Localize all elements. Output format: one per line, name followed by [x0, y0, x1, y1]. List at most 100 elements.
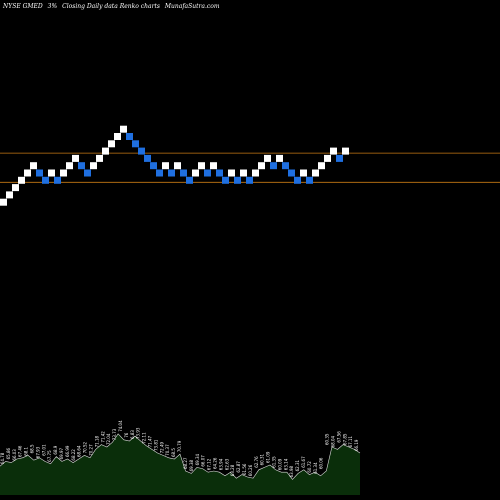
renko-brick-up [108, 140, 115, 148]
volume-label: 70.37 [165, 444, 170, 456]
volume-label: 70.52 [83, 441, 88, 453]
volume-label: 72.11 [142, 432, 147, 444]
volume-label: 69.38 [189, 459, 194, 471]
volume-label: 67.11 [348, 435, 353, 447]
volume-label: 64.26 [213, 457, 218, 469]
volume-label: 60.26 [248, 464, 253, 476]
volume-label: 67.85 [342, 433, 347, 445]
volume-label: 63.94 [218, 458, 223, 470]
renko-brick-down [282, 162, 289, 170]
renko-brick-down [168, 169, 175, 177]
volume-label: 63.98 [289, 465, 294, 477]
volume-label: 73.73 [112, 428, 117, 440]
volume-label: 68.64 [77, 445, 82, 457]
renko-brick-up [192, 169, 199, 177]
volume-area [0, 433, 361, 495]
renko-brick-down [336, 154, 343, 162]
renko-brick-up [120, 125, 127, 133]
renko-brick-down [234, 176, 241, 184]
volume-label: 60.72 [307, 461, 312, 473]
volume-label: 73.81 [153, 439, 158, 451]
volume-label: 63.28 [230, 464, 235, 476]
header-symbol: NYSE GMED [2, 3, 43, 10]
renko-brick-down [180, 169, 187, 177]
renko-brick-down [156, 169, 163, 177]
volume-label: 68.9 [53, 445, 58, 454]
renko-brick-up [312, 169, 319, 177]
volume-label: 69.97 [59, 447, 64, 459]
volume-label: 73.93 [136, 427, 141, 439]
renko-brick-down [288, 169, 295, 177]
renko-brick-down [138, 147, 145, 155]
volume-label: 60.35 [325, 433, 330, 445]
volume-label: 66.99 [65, 445, 70, 457]
volume-label: 74.04 [118, 420, 123, 432]
volume-label: 67.93 [35, 446, 40, 458]
renko-brick-up [342, 147, 349, 155]
renko-brick-up [60, 169, 67, 177]
renko-brick-down [270, 162, 277, 170]
renko-brick-up [240, 169, 247, 177]
renko-brick-up [90, 162, 97, 170]
renko-brick-down [216, 169, 223, 177]
volume-label: 71.42 [100, 431, 105, 443]
renko-brick-up [318, 162, 325, 170]
volume-label: 63.14 [283, 458, 288, 470]
renko-brick-up [6, 191, 13, 199]
volume-label: 61.35 [272, 456, 277, 468]
volume-label: 62.63 [224, 458, 229, 470]
volume-label: 68.04 [331, 435, 336, 447]
volume-label: 66.07 [201, 455, 206, 467]
renko-brick-down [84, 169, 91, 177]
volume-outline [0, 433, 361, 480]
volume-label: 61.67 [301, 456, 306, 468]
renko-brick-up [162, 162, 169, 170]
renko-brick-up [276, 154, 283, 162]
volume-label: 68.5 [171, 448, 176, 457]
volume-label: 64.78 [0, 452, 5, 464]
volume-label: 62.76 [254, 456, 259, 468]
renko-brick-down [222, 176, 229, 184]
renko-brick-up [72, 154, 79, 162]
renko-brick-down [36, 169, 43, 177]
renko-brick-up [258, 162, 265, 170]
header-site: MunafaSutra.com [164, 3, 220, 10]
renko-brick-up [24, 169, 31, 177]
renko-brick-up [114, 133, 121, 140]
renko-brick-up [18, 176, 25, 184]
volume-label: 60.09 [277, 458, 282, 470]
renko-brick-up [96, 154, 103, 162]
renko-brick-down [204, 169, 211, 177]
renko-brick-up [30, 162, 37, 170]
renko-brick-down [186, 176, 193, 184]
renko-brick-up [330, 147, 337, 155]
volume-label: 6.83 [130, 430, 135, 439]
volume-label: 72.49 [159, 441, 164, 453]
volume-label: 62.87 [236, 461, 241, 473]
renko-brick-down [126, 133, 133, 140]
renko-brick-up [198, 162, 205, 170]
volume-label: 60.31 [260, 453, 265, 465]
volume-label: 68.1 [24, 446, 29, 455]
volume-label: 67.75 [47, 450, 52, 462]
volume-label: 61.09 [266, 451, 271, 463]
volume-label: 67.56 [336, 431, 341, 443]
renko-brick-up [300, 169, 307, 177]
volume-label: 71.18 [94, 435, 99, 447]
volume-labels: 64.78 65.86 66.03 67.46 68.1 68.5 67.93 67.0167… [0, 420, 359, 478]
renko-brick-down [144, 154, 151, 162]
volume-fill [0, 433, 360, 495]
renko-brick-up [264, 154, 271, 162]
volume-label: 67.12 [207, 458, 212, 470]
volume-label: 67.46 [18, 445, 23, 457]
renko-brick-up [252, 169, 259, 177]
volume-label: 61.34 [313, 462, 318, 474]
renko-brick-down [294, 176, 301, 184]
renko-brick-down [306, 176, 313, 184]
renko-brick-up [0, 198, 7, 206]
volume-label: 66.19 [354, 439, 359, 451]
renko-brick-up [48, 169, 55, 177]
volume-label: 62.31 [295, 459, 300, 471]
renko-brick-up [102, 147, 109, 155]
